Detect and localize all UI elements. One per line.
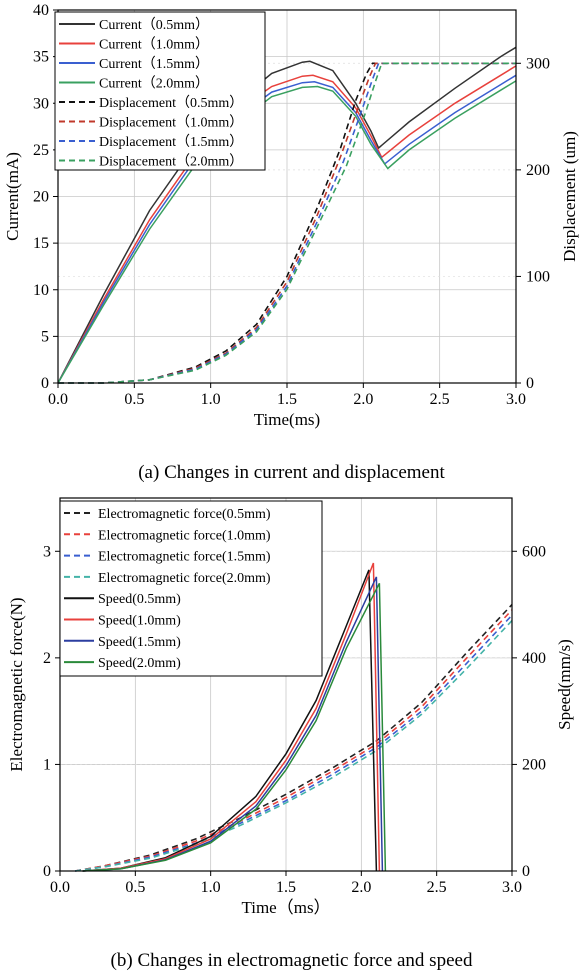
chart-a-y-tick-label: 40 [33, 2, 49, 19]
chart-b-x-tick-label: 1.5 [276, 879, 296, 896]
chart-b-y-tick-label: 1 [43, 756, 51, 773]
chart-b-x-tick-label: 2.5 [427, 879, 447, 896]
chart-a-series-1-line [57, 65, 517, 384]
chart-a-series-2-line [57, 74, 517, 384]
chart-a-x-tick-label: 1.0 [201, 391, 221, 408]
chart-b-y2-tick-label: 200 [522, 756, 546, 773]
chart-a-series-3-line [57, 80, 517, 384]
chart-a-legend-box [54, 11, 266, 171]
chart-a-legend-label-4: Displacement（0.5mm） [99, 95, 243, 111]
chart-a-y2-tick-label: 100 [526, 268, 550, 285]
chart-b-y2-tick-label: 400 [522, 650, 546, 667]
chart-a-x-tick-label: 0.0 [48, 391, 68, 408]
chart-b-y-tick-label: 0 [43, 863, 51, 880]
chart-b-x-axis-label: Time（ms） [241, 898, 330, 917]
chart-b-x-tick-label: 3.0 [502, 879, 522, 896]
chart-b-legend-label-7: Speed(2.0mm) [98, 656, 181, 671]
chart-b-y2-tick-label: 0 [522, 863, 530, 880]
chart-a-y-tick-label: 25 [33, 142, 49, 159]
chart-b-x-tick-label: 1.0 [201, 879, 221, 896]
chart-a-y2-tick-label: 300 [526, 55, 550, 72]
chart-a-x-tick-label: 2.5 [430, 391, 450, 408]
chart-a-y-tick-label: 20 [33, 189, 49, 206]
chart-a-y2-axis-label: Displacement (um) [560, 131, 579, 262]
chart-a-legend-label-1: Current（1.0mm） [99, 37, 209, 53]
chart-a-legend-label-7: Displacement（2.0mm） [99, 154, 243, 170]
chart-a-y-tick-label: 0 [41, 375, 49, 392]
chart-b-y-tick-label: 2 [43, 650, 51, 667]
caption-a: (a) Changes in current and displacement [138, 462, 445, 483]
chart-b-legend-label-1: Electromagnetic force(1.0mm) [98, 528, 271, 543]
chart-a-y2-tick-label: 200 [526, 162, 550, 179]
chart-b-legend-label-6: Speed(1.5mm) [98, 635, 181, 650]
chart-b-legend-box [59, 500, 323, 677]
chart-b-x-tick-label: 0.0 [50, 879, 70, 896]
chart-a-x-axis-label: Time(ms) [254, 410, 320, 429]
chart-b-series-5-line [82, 562, 381, 872]
chart-a-legend-label-3: Current（2.0mm） [99, 76, 209, 92]
chart-a-y-tick-label: 10 [33, 282, 49, 299]
chart-b-legend-label-2: Electromagnetic force(1.5mm) [98, 550, 271, 565]
chart-b-legend-label-3: Electromagnetic force(2.0mm) [98, 571, 271, 586]
chart-a-y-tick-label: 5 [41, 328, 49, 345]
chart-b-x-tick-label: 0.5 [125, 879, 145, 896]
chart-a-x-tick-label: 3.0 [506, 391, 526, 408]
chart-a-x-tick-label: 0.5 [124, 391, 144, 408]
chart-b-legend-label-5: Speed(1.0mm) [98, 614, 181, 629]
chart-b-legend-label-0: Electromagnetic force(0.5mm) [98, 507, 271, 522]
chart-a-y2-tick-label: 0 [526, 375, 534, 392]
chart-b-series-1-line [74, 609, 513, 872]
chart-b-y-tick-label: 3 [43, 543, 51, 560]
chart-a-y-tick-label: 30 [33, 95, 49, 112]
chart-b-series-3-line [74, 620, 513, 872]
chart-b-x-tick-label: 2.0 [351, 879, 371, 896]
chart-b-y2-axis-label: Speed(mm/s) [555, 639, 574, 730]
chart-a-legend-label-5: Displacement（1.0mm） [99, 115, 243, 131]
chart-a-x-tick-label: 1.5 [277, 391, 297, 408]
chart-a-y-tick-label: 35 [33, 49, 49, 66]
chart-b-y2-tick-label: 600 [522, 543, 546, 560]
chart-a-x-tick-label: 2.0 [353, 391, 373, 408]
chart-b-y-axis-label: Electromagnetic force(N) [7, 597, 26, 771]
chart-b-series-7-line [82, 582, 387, 872]
chart-a-series-7-line [58, 62, 516, 384]
chart-a-legend-label-2: Current（1.5mm） [99, 56, 209, 72]
chart-a-legend-label-6: Displacement（1.5mm） [99, 134, 243, 150]
chart-b-legend-label-4: Speed(0.5mm) [98, 592, 181, 607]
chart-a-series-0-line [57, 46, 517, 384]
chart-a-y-tick-label: 15 [33, 235, 49, 252]
chart-a-y-axis-label: Current(mA) [3, 152, 22, 241]
caption-b: (b) Changes in electromagnetic force and… [110, 950, 473, 971]
chart-a-legend-label-0: Current（0.5mm） [99, 17, 209, 33]
